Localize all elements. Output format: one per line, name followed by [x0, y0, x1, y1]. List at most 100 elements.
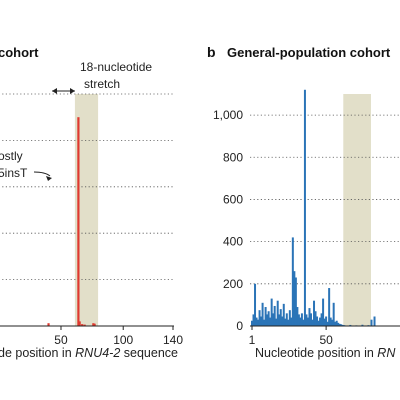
bar [313, 300, 316, 326]
bar [276, 300, 279, 326]
highlight-band-rect [74, 94, 99, 326]
panel-a-bars [47, 117, 96, 326]
bar [296, 307, 299, 326]
bar [306, 317, 309, 326]
y-tick-label: 400 [223, 235, 243, 249]
panel-a-xlabel-part-1: de position in [0, 346, 75, 360]
bar [285, 313, 288, 326]
mostly-annotation-line-1: ostly [0, 149, 23, 163]
bar [320, 313, 323, 326]
bar [93, 323, 96, 326]
bar [319, 317, 322, 326]
bar [349, 324, 352, 326]
bar [270, 298, 273, 326]
panel-b-gridlines [250, 114, 400, 285]
bar [340, 324, 343, 326]
panel-a-highlight-band [74, 94, 99, 326]
bar [294, 277, 297, 326]
panel-a-x-ticks: 50 100 140 [54, 326, 183, 347]
bar [273, 305, 276, 326]
bar [281, 316, 284, 326]
bar [81, 324, 84, 326]
x-tick-label: 140 [163, 333, 183, 347]
y-tick-label: 0 [236, 319, 243, 333]
bar [279, 309, 282, 326]
panel-b: b General-population cohort 0 200 400 600 80… [207, 44, 400, 360]
bar [275, 318, 278, 326]
bar [263, 319, 266, 326]
panel-b-xlabel-part-1: Nucleotide position in [255, 346, 377, 360]
panel-b-y-ticks: 0 200 400 600 800 1,000 [213, 108, 243, 333]
stretch-annotation-line-2: stretch [84, 77, 120, 91]
bar [370, 319, 373, 326]
bar [373, 316, 376, 326]
bar [332, 302, 335, 326]
bar [257, 319, 260, 326]
bar [335, 320, 338, 326]
mostly-annotation-leader [33, 171, 51, 177]
bar [309, 313, 312, 326]
bar [314, 311, 317, 326]
bar [329, 317, 332, 326]
stretch-span-arrow [52, 88, 75, 94]
panel-b-letter: b [207, 44, 216, 60]
bar [293, 271, 296, 326]
bar [254, 283, 257, 326]
bar [290, 317, 293, 326]
panel-b-x-ticks: 1 50 [249, 326, 333, 347]
panel-a-x-axis-label: de position in RNU4-2 sequence [0, 346, 178, 360]
mostly-annotation-arrowhead [46, 176, 52, 181]
bar [260, 316, 263, 326]
bar [266, 314, 269, 326]
y-tick-label: 600 [223, 192, 243, 206]
bar [92, 323, 95, 326]
bar [322, 298, 325, 326]
stretch-annotation-line-1: 18-nucleotide [80, 60, 152, 74]
bar [326, 321, 329, 326]
bar [297, 314, 300, 326]
panel-a-xlabel-part-3: sequence [120, 346, 178, 360]
bar [284, 318, 287, 326]
bar [78, 321, 81, 326]
bar [255, 317, 258, 326]
bar [311, 319, 314, 326]
mostly-annotation-line-2: 5insT [0, 166, 28, 180]
bar [272, 313, 275, 326]
panel-b-bars [251, 89, 376, 326]
y-tick-label: 800 [223, 150, 243, 164]
panel-a-xlabel-gene: RNU4-2 [75, 346, 120, 360]
bar [328, 288, 331, 326]
bar [47, 323, 50, 326]
bar [299, 317, 302, 326]
bar [288, 310, 291, 326]
panel-b-xlabel-gene: RN [377, 346, 396, 360]
bar [269, 317, 272, 326]
bar [361, 324, 364, 326]
panel-a: cohort 50 100 140 de position in RNU4-2 se… [0, 45, 183, 360]
bar [338, 323, 341, 326]
panel-a-gridlines [0, 93, 174, 281]
panel-b-title: General-population cohort [227, 45, 391, 60]
bar [291, 237, 294, 326]
bar [252, 314, 255, 326]
bar [77, 117, 80, 326]
bar [303, 89, 306, 326]
bar [83, 324, 86, 326]
panel-b-highlight-band [343, 94, 371, 326]
panel-b-x-axis-label: Nucleotide position in RN [255, 346, 396, 360]
bar [278, 314, 281, 326]
bar [300, 313, 303, 326]
bar [317, 320, 320, 326]
bar [305, 314, 308, 326]
x-tick-label: 1 [249, 333, 256, 347]
bar [337, 322, 340, 326]
bar [287, 319, 290, 326]
panel-a-title: cohort [0, 45, 39, 60]
bar [334, 321, 337, 326]
bar [325, 316, 328, 326]
bar [282, 303, 285, 326]
bar [331, 319, 334, 326]
x-tick-label: 50 [54, 333, 68, 347]
bar [308, 308, 311, 326]
